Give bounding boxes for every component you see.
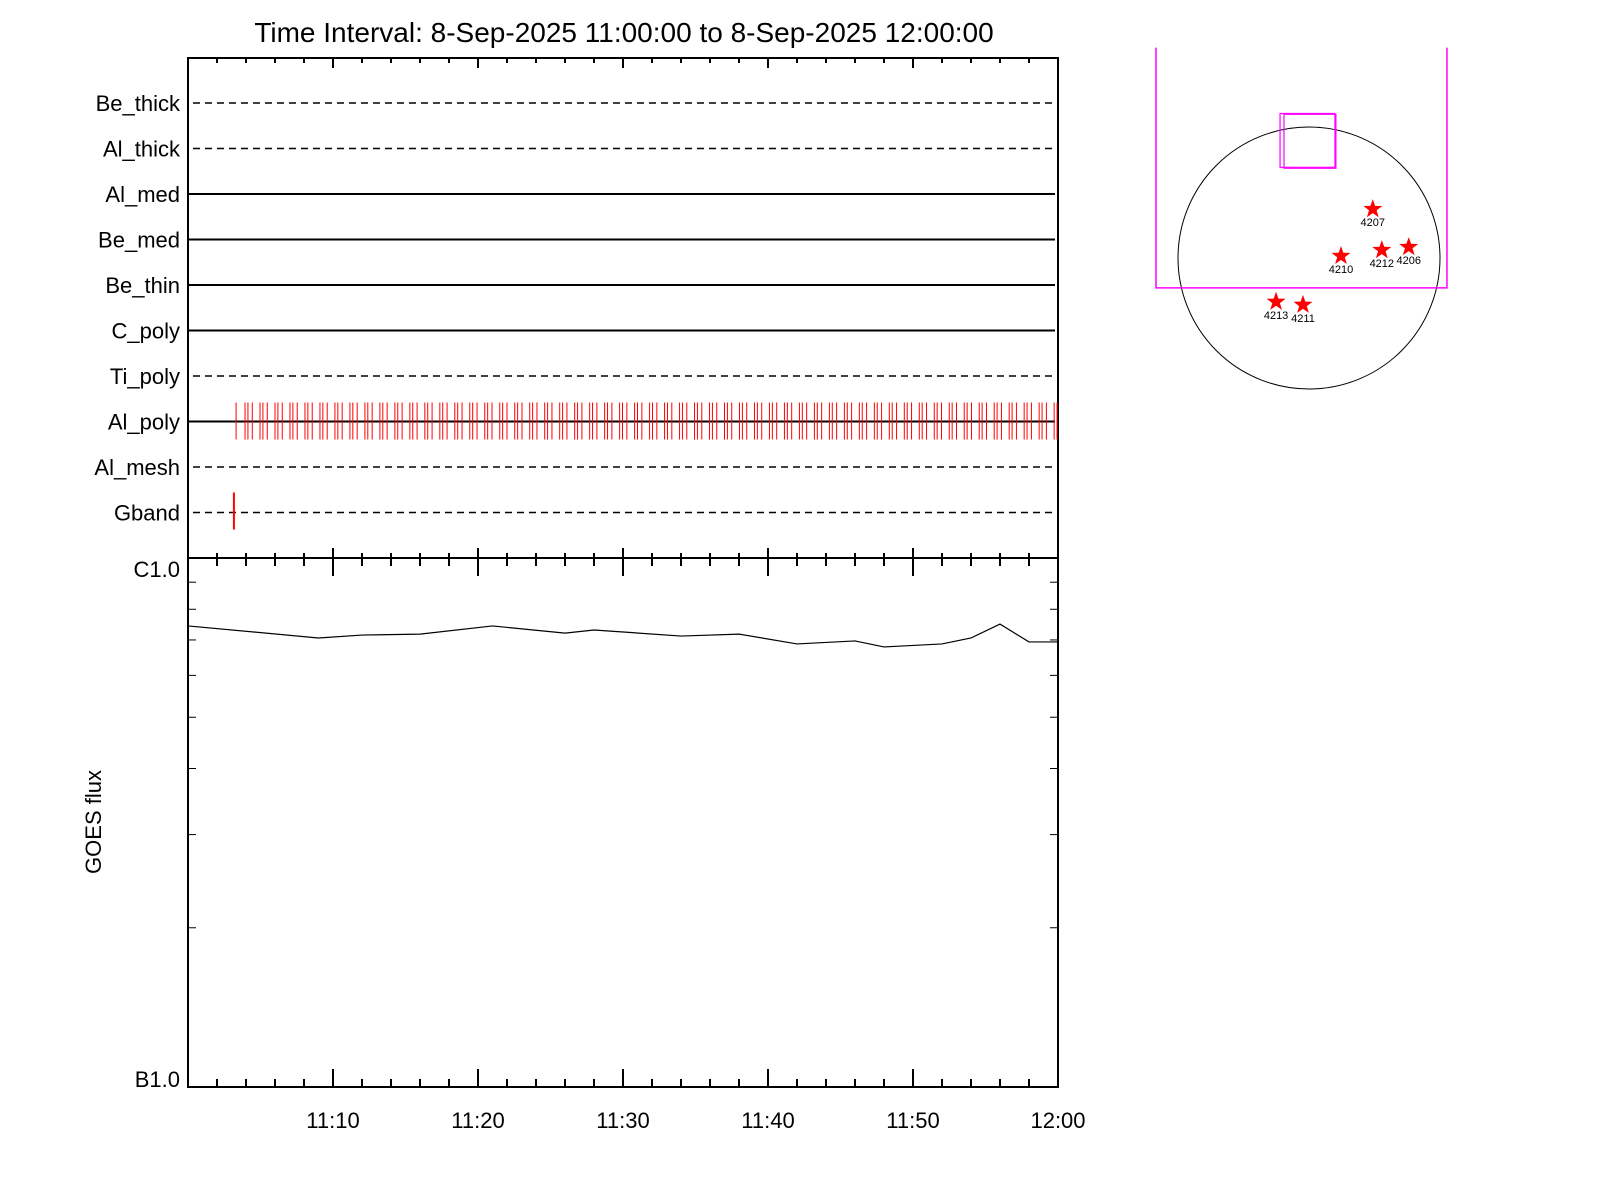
solar-limb: [1177, 126, 1441, 390]
active-region-star: [1266, 291, 1286, 310]
chart-title: Time Interval: 8-Sep-2025 11:00:00 to 8-…: [254, 17, 993, 48]
active-region-star: [1372, 240, 1392, 259]
active-region-star: [1331, 246, 1351, 264]
fov-small-box: [1283, 113, 1337, 169]
solar-disk-map: 4207 4210 4212 4206 4213 4211: [1155, 47, 1448, 390]
goes-flux-line: [187, 623, 1058, 648]
active-region-label: 4212: [1370, 258, 1394, 270]
row-label-gband: Gband: [114, 501, 180, 526]
x-tick-label: 11:50: [886, 1108, 939, 1133]
active-region-star: [1363, 199, 1383, 218]
row-label-al_med: Al_med: [105, 182, 180, 207]
goes-frame: [187, 557, 1059, 1088]
row-label-ti_poly: Ti_poly: [110, 364, 180, 389]
active-region-star: [1399, 237, 1419, 256]
active-region-star: [1293, 294, 1313, 313]
timeline-frame: [187, 57, 1059, 559]
active-region-label: 4207: [1361, 217, 1385, 229]
row-label-be_med: Be_med: [98, 228, 180, 253]
fov-large-box: [1155, 47, 1448, 289]
x-tick-label: 11:40: [741, 1108, 794, 1133]
filter-timeline-panel: Be_thick Al_thick Al_med Be_med Be_thin C_pol…: [94, 57, 1059, 559]
row-label-al_thick: Al_thick: [103, 137, 181, 162]
y-tick-label: C1.0: [134, 557, 180, 582]
active-region-label: 4213: [1264, 310, 1288, 322]
active-region-label: 4210: [1329, 264, 1353, 276]
x-tick-label: 11:30: [596, 1108, 649, 1133]
fov-small-box: [1279, 112, 1336, 168]
y-tick-label: B1.0: [135, 1067, 180, 1092]
row-label-be_thin: Be_thin: [105, 273, 180, 298]
goes-flux-panel: GOES flux B1.0 C1.0 11:10 11:20 11:30 11:40 11…: [81, 557, 1086, 1133]
active-region-label: 4206: [1396, 255, 1420, 267]
x-tick-label: 11:20: [451, 1108, 504, 1133]
row-label-al_poly: Al_poly: [108, 410, 180, 435]
x-tick-label: 12:00: [1030, 1108, 1085, 1133]
x-tick-label: 11:10: [306, 1108, 359, 1133]
y-axis-label: GOES flux: [81, 770, 106, 874]
row-label-be_thick: Be_thick: [96, 91, 181, 116]
row-label-al_mesh: Al_mesh: [94, 455, 180, 480]
row-label-c_poly: C_poly: [112, 319, 180, 344]
active-region-label: 4211: [1291, 313, 1315, 325]
